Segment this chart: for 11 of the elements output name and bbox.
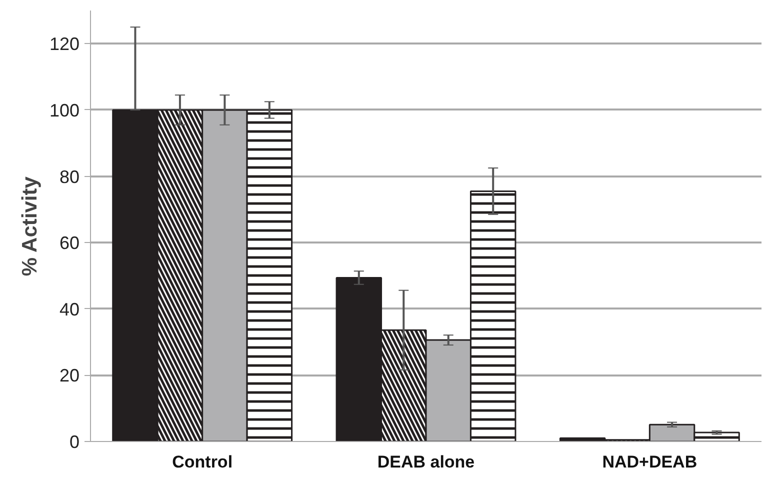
y-tick-label: 0 <box>69 432 80 452</box>
y-axis-title: % Activity <box>18 176 42 276</box>
y-tick-label: 60 <box>59 233 80 254</box>
y-tick-label: 40 <box>59 299 80 320</box>
x-tick-label: DEAB alone <box>377 452 475 472</box>
y-tick-label: 100 <box>49 100 80 120</box>
y-tick-label: 80 <box>59 166 80 187</box>
y-tick-label: 120 <box>49 34 80 54</box>
x-tick-label: NAD+DEAB <box>602 452 698 472</box>
y-tick-label: 20 <box>59 366 80 386</box>
x-tick-label: Control <box>172 452 233 472</box>
